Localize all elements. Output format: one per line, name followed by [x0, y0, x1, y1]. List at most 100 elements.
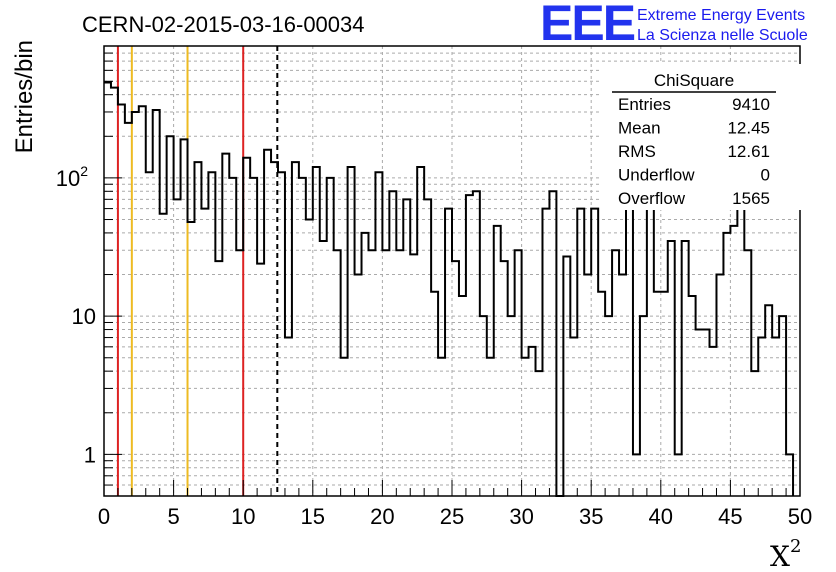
y-tick-label: 1	[84, 442, 96, 467]
histogram-bin	[647, 209, 654, 496]
y-axis-label: Entries/bin	[11, 40, 38, 153]
histogram-bin	[417, 167, 424, 496]
histogram-bin	[167, 136, 174, 496]
x-axis-label: X2	[770, 536, 801, 572]
histogram-bin	[355, 275, 362, 496]
histogram-bin	[640, 316, 647, 496]
histogram-bin	[146, 172, 153, 496]
histogram-bin	[299, 178, 306, 496]
stats-label: RMS	[618, 142, 656, 161]
histogram-bin	[549, 191, 556, 496]
histogram-bin	[459, 296, 466, 496]
histogram-bin	[626, 199, 633, 496]
histogram-bin	[633, 454, 640, 496]
x-axis-label-exp: 2	[790, 536, 801, 557]
histogram-bin	[215, 261, 222, 496]
histogram-bin	[327, 178, 334, 496]
stats-label: Entries	[618, 95, 671, 114]
histogram-bin	[104, 83, 111, 496]
histogram-bin	[403, 199, 410, 496]
histogram-bin	[696, 330, 703, 496]
histogram-bin	[612, 250, 619, 496]
histogram-bin	[619, 275, 626, 496]
stats-value: 1565	[732, 189, 770, 208]
x-axis-label-base: X	[770, 540, 790, 572]
histogram-bin	[654, 292, 661, 496]
histogram-bin	[765, 305, 772, 496]
histogram-bin	[758, 338, 765, 496]
histogram-bin	[480, 316, 487, 496]
histogram-bin	[396, 250, 403, 496]
logo-line-1: Extreme Energy Events	[637, 7, 805, 24]
x-tick-label: 35	[579, 504, 603, 529]
histogram-bin	[563, 257, 570, 496]
eee-logo: EEE	[540, 0, 635, 51]
histogram-bin	[334, 250, 341, 496]
y-tick-label-base: 10	[56, 166, 80, 191]
histogram-bin	[132, 112, 139, 496]
histogram-bin	[445, 209, 452, 496]
histogram-bin	[689, 296, 696, 496]
x-tick-label: 0	[98, 504, 110, 529]
histogram-bin	[668, 241, 675, 496]
histogram-bin	[181, 139, 188, 496]
histogram-bin	[153, 110, 160, 496]
histogram-bin	[362, 233, 369, 496]
x-tick-label: 15	[301, 504, 325, 529]
x-tick-label: 20	[370, 504, 394, 529]
histogram-bin	[716, 275, 723, 496]
histogram-bin	[508, 316, 515, 496]
histogram-bin	[661, 292, 668, 496]
histogram-bin	[772, 338, 779, 496]
histogram-bin	[389, 191, 396, 496]
histogram-bin	[737, 209, 744, 496]
axis-ticks	[103, 45, 801, 497]
x-tick-label: 45	[718, 504, 742, 529]
histogram-bin	[487, 358, 494, 496]
histogram-bin	[786, 454, 793, 496]
histogram-bin	[494, 226, 501, 496]
histogram-bin	[438, 358, 445, 496]
histogram-bin	[723, 233, 730, 496]
stats-value: 9410	[732, 95, 770, 114]
histogram-bin	[424, 199, 431, 496]
histogram-bin	[466, 195, 473, 496]
histogram-bin	[522, 358, 529, 496]
y-tick-label: 102	[56, 163, 88, 191]
histogram-bin	[703, 330, 710, 496]
x-tick-label: 30	[509, 504, 533, 529]
stats-label: Underflow	[618, 166, 695, 185]
histogram-bin	[751, 371, 758, 496]
histogram-bin	[577, 209, 584, 496]
histogram-bin	[431, 292, 438, 496]
histogram-bin	[208, 172, 215, 496]
histogram-bin	[222, 154, 229, 496]
y-tick-label: 10	[72, 304, 96, 329]
x-tick-label: 5	[167, 504, 179, 529]
histogram-bin	[473, 191, 480, 496]
histogram-bin	[278, 172, 285, 496]
stats-value: 12.61	[727, 142, 770, 161]
histogram-bin	[368, 250, 375, 496]
histogram-bin	[598, 292, 605, 496]
histogram-bin	[501, 261, 508, 496]
histogram-bin	[730, 226, 737, 496]
histogram-bin	[229, 178, 236, 496]
histogram-bin	[382, 250, 389, 496]
histogram-bin	[236, 250, 243, 496]
histogram-bin	[292, 162, 299, 496]
histogram-bin	[710, 347, 717, 496]
histogram-bin	[271, 162, 278, 496]
histogram-bin	[529, 347, 536, 496]
stats-title: ChiSquare	[654, 71, 734, 90]
histogram-bin	[306, 220, 313, 496]
histogram-bin	[375, 172, 382, 496]
reference-lines	[116, 46, 279, 496]
histogram-bin	[111, 88, 118, 496]
histogram-bin	[675, 454, 682, 496]
histogram-bin	[779, 316, 786, 496]
histogram-bin	[515, 250, 522, 496]
histogram-bin	[201, 209, 208, 496]
